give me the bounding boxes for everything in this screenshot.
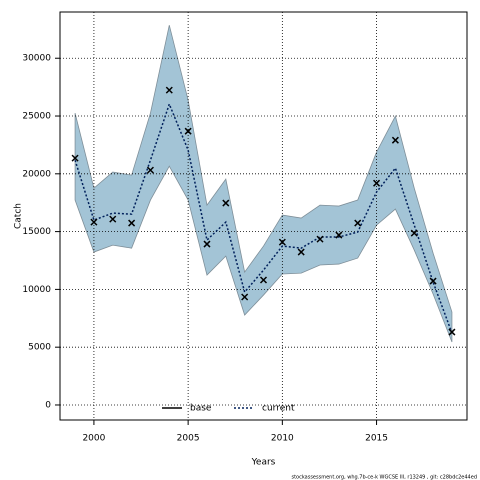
observed-point — [373, 179, 381, 187]
y-tick-label: 25000 — [22, 112, 51, 122]
x-tick-label: 2005 — [177, 434, 200, 444]
observed-point — [391, 136, 399, 144]
observed-point — [165, 86, 173, 94]
observed-point — [71, 154, 79, 162]
observed-point — [146, 166, 154, 174]
observed-point — [259, 276, 268, 284]
observed-point — [90, 218, 98, 226]
x-tick-label: 2010 — [271, 434, 294, 444]
observed-point — [222, 199, 230, 207]
series-line — [74, 101, 453, 334]
legend-label: current — [262, 404, 295, 414]
observed-point — [335, 231, 343, 239]
confidence-band — [74, 25, 453, 343]
x-axis-label: Years — [251, 458, 276, 468]
observed-point — [410, 229, 418, 237]
y-tick-label: 10000 — [22, 285, 51, 295]
observed-point — [109, 215, 117, 223]
observed-point — [203, 240, 211, 248]
y-tick-label: 5000 — [28, 343, 51, 353]
y-axis-label: Catch — [14, 203, 24, 229]
observed-point — [184, 127, 192, 135]
observed-point — [241, 293, 249, 301]
y-tick-label: 15000 — [22, 227, 51, 237]
observed-point — [278, 238, 286, 246]
y-tick-label: 30000 — [22, 54, 51, 64]
observed-point — [128, 219, 136, 227]
x-tick-label: 2000 — [82, 434, 105, 444]
observed-point — [429, 277, 437, 285]
plot-frame — [59, 11, 468, 421]
x-tick-label: 2015 — [365, 434, 388, 444]
footer: stockassessment.org, whg.7b-ce-k WGCSE I… — [291, 475, 477, 480]
observed-point — [448, 328, 456, 336]
observed-point — [297, 248, 305, 256]
observed-point — [316, 235, 324, 243]
y-tick-label: 20000 — [22, 169, 51, 179]
y-tick-label: 0 — [45, 400, 51, 410]
observed-point — [354, 219, 362, 227]
legend-label: base — [190, 404, 212, 414]
